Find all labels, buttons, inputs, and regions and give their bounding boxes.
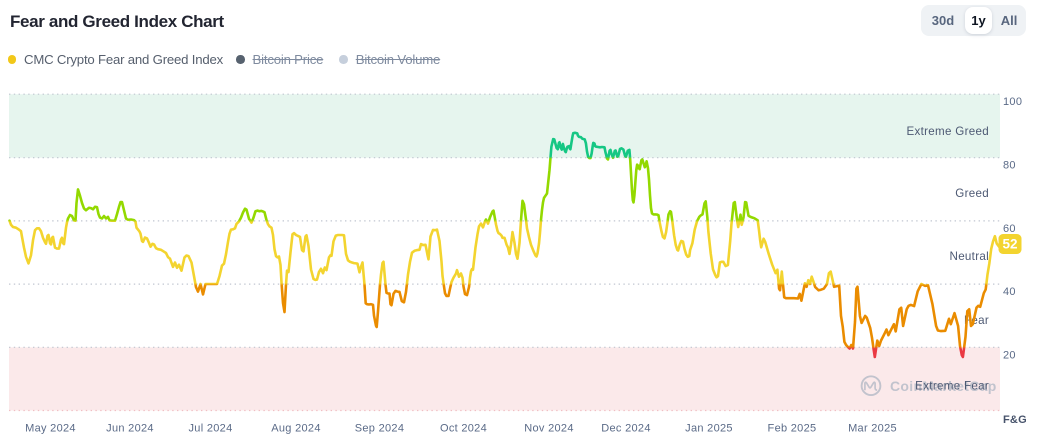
svg-text:F&G: F&G (1003, 414, 1027, 426)
svg-text:Oct 2024: Oct 2024 (440, 423, 487, 435)
svg-text:CoinMarketCap: CoinMarketCap (890, 378, 997, 394)
svg-text:Jun 2024: Jun 2024 (106, 423, 154, 435)
svg-text:Sep 2024: Sep 2024 (355, 423, 405, 435)
svg-text:Feb 2025: Feb 2025 (768, 423, 817, 435)
svg-text:May 2024: May 2024 (25, 423, 76, 435)
svg-text:Jan 2025: Jan 2025 (685, 423, 733, 435)
svg-text:Jul 2024: Jul 2024 (189, 423, 233, 435)
svg-text:52: 52 (1002, 237, 1017, 252)
svg-text:Neutral: Neutral (950, 250, 989, 263)
svg-text:60: 60 (1003, 223, 1016, 235)
svg-text:Extreme Greed: Extreme Greed (906, 125, 989, 138)
svg-text:Aug 2024: Aug 2024 (271, 423, 321, 435)
svg-text:100: 100 (1003, 96, 1022, 108)
svg-text:Dec 2024: Dec 2024 (601, 423, 651, 435)
svg-text:40: 40 (1003, 286, 1016, 298)
svg-text:Greed: Greed (955, 187, 989, 200)
svg-text:80: 80 (1003, 160, 1016, 172)
svg-text:Nov 2024: Nov 2024 (524, 423, 574, 435)
svg-text:20: 20 (1003, 350, 1016, 362)
svg-text:Mar 2025: Mar 2025 (848, 423, 897, 435)
svg-text:Extreme Fear: Extreme Fear (915, 380, 989, 393)
